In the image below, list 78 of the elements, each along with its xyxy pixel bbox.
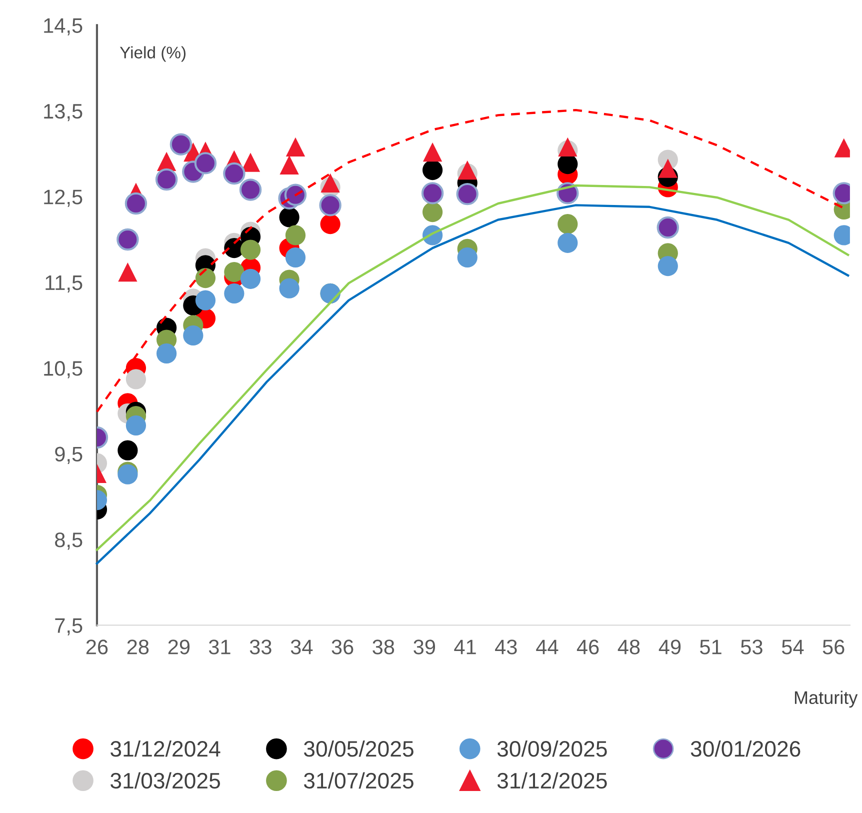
x-tick-label: 49 <box>658 640 681 654</box>
point <box>224 283 244 304</box>
point <box>458 160 477 180</box>
x-tick-label: 39 <box>414 640 436 654</box>
x-tick-label: 38 <box>372 640 394 654</box>
legend-label: 31/12/2024 <box>110 740 220 757</box>
legend-label: 30/05/2025 <box>304 740 414 757</box>
x-tick-label: 53 <box>740 640 762 654</box>
point <box>280 155 299 174</box>
legend-label: 31/07/2025 <box>304 772 414 789</box>
point <box>319 194 342 216</box>
x-axis-title: Maturity <box>794 690 858 708</box>
y-tick-label: 10,5 <box>44 361 82 378</box>
legend-label: 30/09/2025 <box>497 740 607 757</box>
point <box>558 137 578 156</box>
point <box>195 268 216 288</box>
point <box>239 178 262 201</box>
point <box>126 415 146 436</box>
x-tick-label: 51 <box>700 640 722 654</box>
point <box>284 184 307 206</box>
y-tick-label: 11,5 <box>46 276 82 293</box>
x-tick-label: 36 <box>332 640 354 654</box>
x-tick-label: 48 <box>618 640 640 654</box>
point <box>285 225 306 246</box>
point <box>422 142 442 162</box>
point <box>240 268 261 289</box>
y-axis-title: Yield (%) <box>120 46 186 62</box>
y-tick-label: 8,5 <box>55 532 82 550</box>
legend-label: 31/03/2025 <box>110 772 220 789</box>
point <box>422 160 443 180</box>
x-tick-label: 28 <box>127 640 149 654</box>
point <box>126 369 146 390</box>
point <box>170 133 192 156</box>
point <box>286 137 306 156</box>
y-tick-label: 12,5 <box>44 190 82 207</box>
y-tick-label: 13,5 <box>44 104 82 122</box>
y-tick-label: 9,5 <box>55 446 82 464</box>
x-tick-label: 29 <box>168 640 190 654</box>
point <box>155 168 178 191</box>
point <box>285 247 306 268</box>
point <box>320 173 340 192</box>
point <box>558 214 578 234</box>
x-tick-label: 31 <box>208 640 230 654</box>
point <box>279 278 300 298</box>
point <box>240 240 261 260</box>
x-tick-label: 34 <box>290 640 313 654</box>
point <box>183 325 204 346</box>
point <box>194 152 217 174</box>
point <box>656 216 680 239</box>
x-tick-label: 26 <box>86 640 108 654</box>
point <box>658 158 678 178</box>
point <box>224 262 244 282</box>
legend-label: 30/01/2026 <box>690 740 800 757</box>
point <box>124 192 148 215</box>
x-tick-label: 33 <box>250 640 272 654</box>
point <box>118 262 138 282</box>
legend-label: 31/12/2025 <box>497 772 607 789</box>
point <box>457 247 478 268</box>
point <box>116 228 139 251</box>
y-tick-label: 7,5 <box>55 618 82 636</box>
point <box>456 182 478 206</box>
x-tick-label: 54 <box>782 640 804 654</box>
point <box>279 207 300 228</box>
x-tick-label: 41 <box>454 640 476 654</box>
point <box>156 343 177 364</box>
x-tick-label: 56 <box>822 640 844 654</box>
y-tick-label: 14,5 <box>44 18 82 36</box>
x-tick-label: 43 <box>495 640 517 654</box>
point <box>658 256 678 276</box>
x-tick-label: 44 <box>536 640 558 654</box>
point <box>320 214 340 234</box>
point <box>422 202 443 222</box>
point <box>118 440 138 460</box>
point <box>223 162 246 185</box>
point <box>558 232 578 253</box>
x-tick-label: 46 <box>576 640 599 654</box>
point <box>195 290 216 310</box>
point <box>421 182 444 204</box>
